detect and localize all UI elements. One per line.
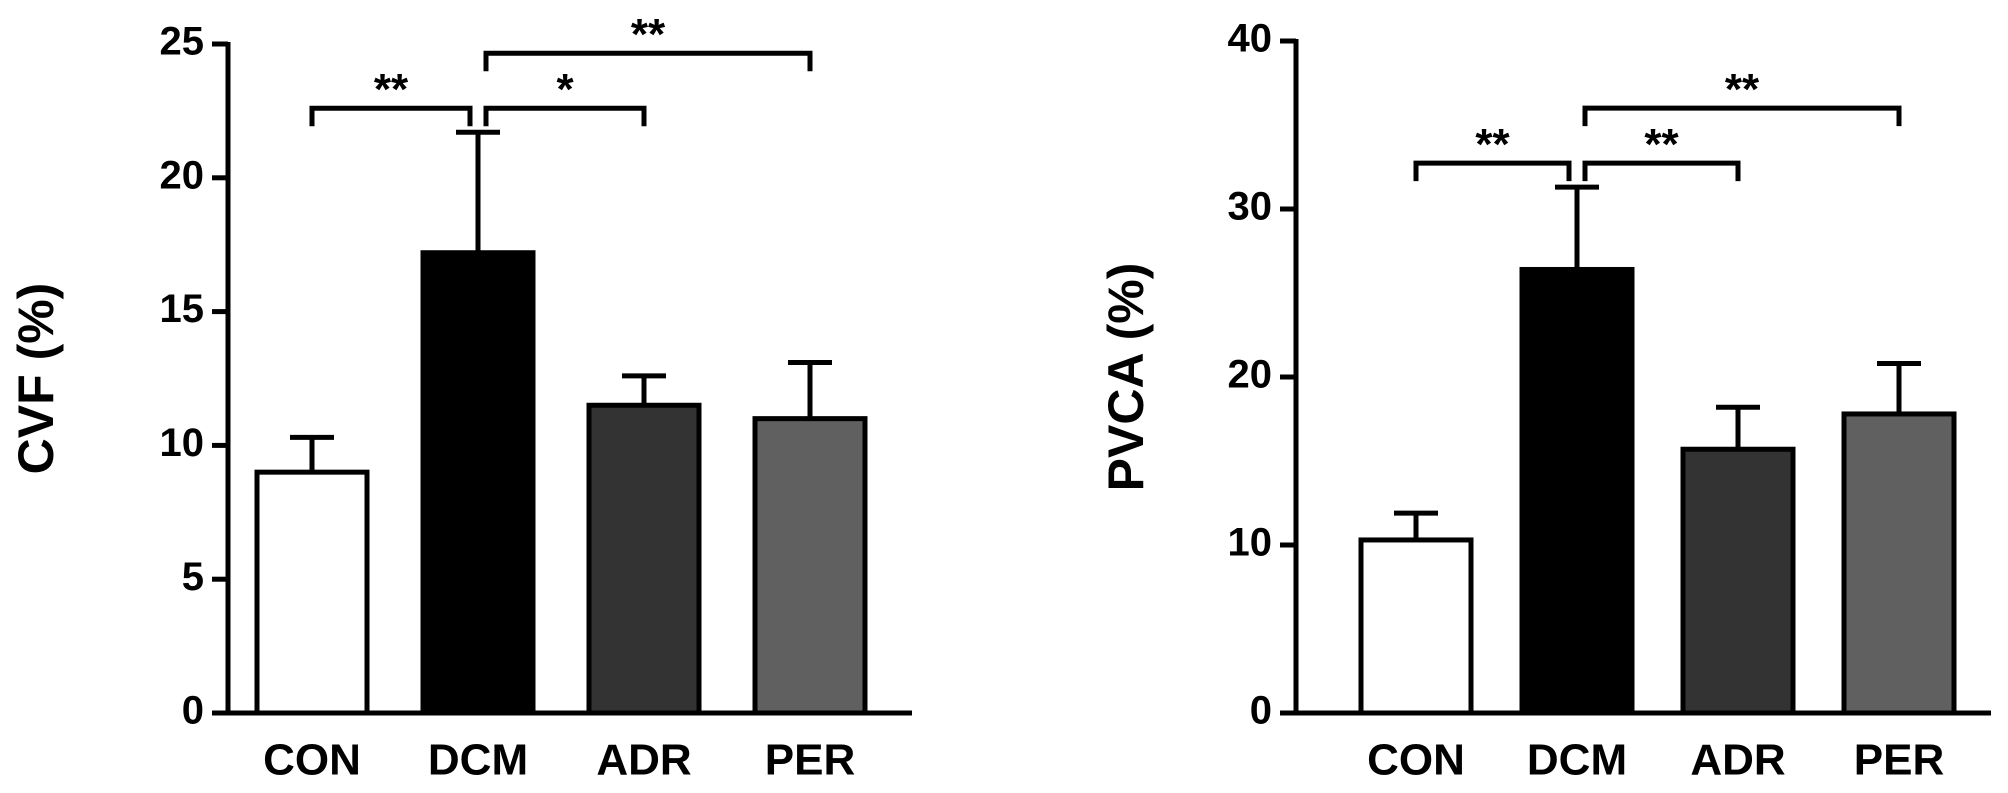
significance-bracket: [483, 105, 647, 127]
y-tick-label: 0: [182, 689, 204, 733]
x-tick-label: DCM: [428, 736, 528, 785]
y-tick-label: 10: [1228, 521, 1273, 565]
x-tick-label: CON: [1367, 736, 1465, 785]
bar: [1680, 446, 1796, 716]
x-tick-label: ADR: [1690, 736, 1785, 785]
bar: [586, 402, 702, 716]
significance-bracket: [1582, 160, 1741, 182]
y-tick-label: 10: [160, 421, 205, 465]
bar: [420, 250, 536, 716]
bar: [1519, 266, 1635, 716]
significance-bracket: [483, 50, 813, 72]
y-axis-title: PVCA (%): [1098, 263, 1154, 492]
y-tick-label: 5: [182, 555, 204, 599]
significance-label: **: [1475, 120, 1510, 169]
bar: [254, 469, 370, 716]
significance-bracket: [1582, 105, 1902, 127]
y-axis-title: CVF (%): [8, 283, 64, 475]
x-tick-label: PER: [1854, 736, 1944, 785]
significance-bracket: [309, 105, 473, 127]
y-tick-label: 20: [1228, 353, 1273, 397]
x-tick-label: CON: [263, 736, 361, 785]
significance-label: **: [374, 65, 409, 114]
significance-label: **: [1725, 65, 1760, 114]
significance-bracket: [1413, 160, 1572, 182]
x-tick-label: ADR: [596, 736, 691, 785]
y-tick-label: 0: [1250, 689, 1272, 733]
significance-label: *: [556, 65, 574, 114]
bar: [1358, 537, 1474, 716]
y-tick-label: 40: [1228, 17, 1273, 61]
y-tick-label: 20: [160, 153, 205, 197]
significance-label: **: [631, 10, 666, 59]
x-tick-label: DCM: [1527, 736, 1627, 785]
x-tick-label: PER: [765, 736, 855, 785]
y-tick-label: 30: [1228, 185, 1273, 229]
y-tick-label: 25: [160, 20, 205, 64]
bar: [1841, 411, 1957, 716]
bar: [752, 416, 868, 716]
significance-label: **: [1644, 120, 1679, 169]
y-tick-label: 15: [160, 287, 205, 331]
